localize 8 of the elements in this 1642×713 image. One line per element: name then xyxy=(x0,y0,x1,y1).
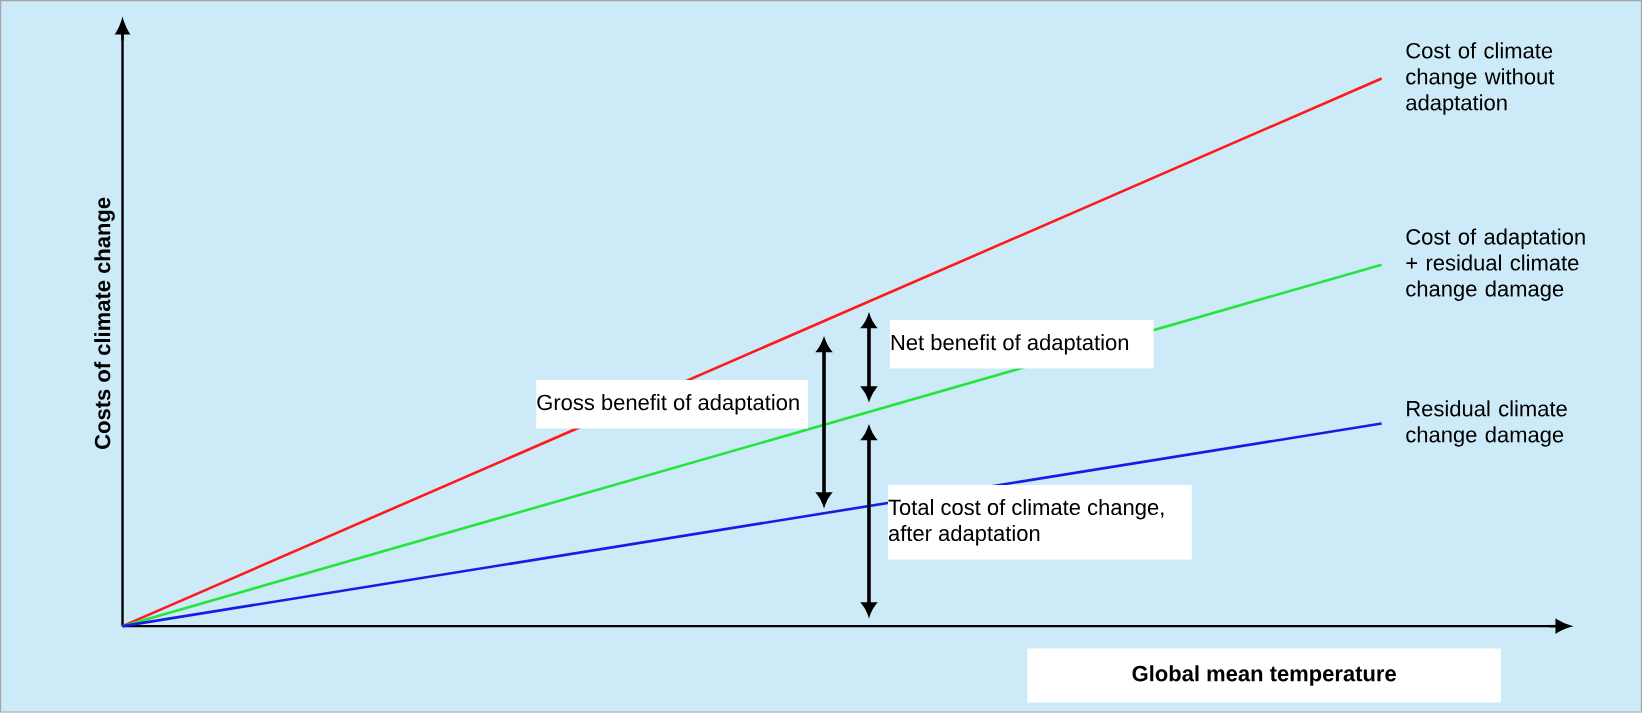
series-label: Residual climate change damage xyxy=(1406,400,1567,447)
x-axis-title: Global mean temperature xyxy=(1132,665,1396,686)
series-label: Cost of climate change without adaptation xyxy=(1406,42,1555,115)
annotation: Net benefit of adaptation xyxy=(891,334,1129,355)
y-axis-title: Costs of climate change xyxy=(94,197,115,450)
annotation: Total cost of climate change, after adaptation xyxy=(888,499,1164,546)
annotation: Gross benefit of adaptation xyxy=(537,394,799,415)
series-label: Cost of adaptation + residual climate change damage xyxy=(1406,228,1585,302)
